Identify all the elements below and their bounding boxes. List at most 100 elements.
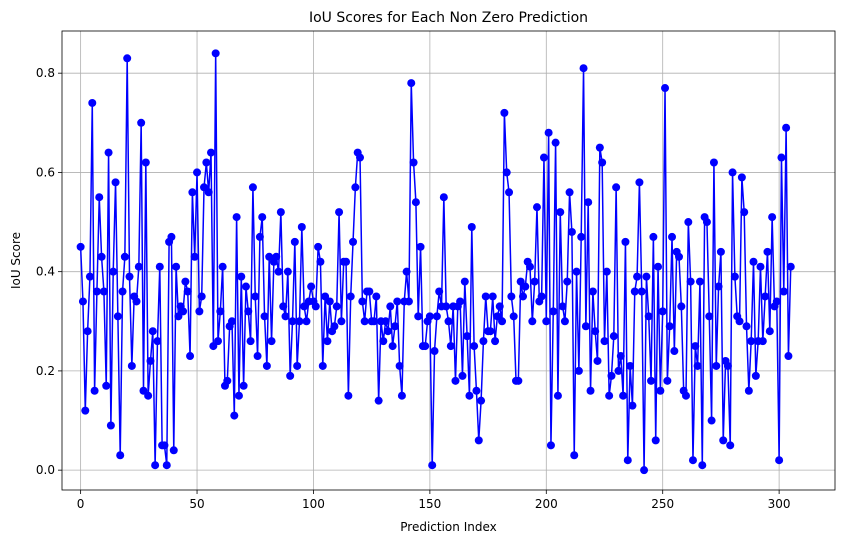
data-point — [104, 148, 113, 157]
data-point — [234, 391, 243, 400]
data-point — [267, 337, 276, 346]
data-point — [509, 312, 518, 321]
data-point — [239, 381, 248, 390]
data-point — [584, 198, 593, 207]
data-point — [332, 302, 341, 311]
data-point — [609, 332, 618, 341]
data-point — [607, 371, 616, 380]
data-point — [88, 98, 97, 107]
data-point — [744, 386, 753, 395]
y-gridlines — [62, 72, 835, 471]
data-point — [404, 297, 413, 306]
y-axis-ticks: 0.0 0.2 0.4 0.6 0.8 — [36, 66, 62, 477]
data-point — [393, 297, 402, 306]
data-point — [637, 287, 646, 296]
data-point — [451, 376, 460, 385]
data-point — [349, 237, 358, 246]
data-point — [414, 312, 423, 321]
data-point — [602, 267, 611, 276]
data-point — [137, 118, 146, 127]
data-point — [402, 267, 411, 276]
data-point — [195, 307, 204, 316]
data-point — [474, 436, 483, 445]
data-point — [549, 307, 558, 316]
plot-area — [62, 31, 835, 490]
data-point — [76, 242, 85, 251]
data-point — [197, 292, 206, 301]
data-point — [123, 54, 132, 63]
series-line — [79, 52, 792, 471]
data-point — [586, 386, 595, 395]
data-point — [272, 252, 281, 261]
data-point — [677, 302, 686, 311]
x-tick-label: 50 — [189, 497, 204, 511]
data-point — [681, 391, 690, 400]
data-point — [216, 307, 225, 316]
data-point — [223, 376, 232, 385]
data-point — [374, 396, 383, 405]
data-point — [688, 456, 697, 465]
data-point — [491, 337, 500, 346]
data-point — [132, 297, 141, 306]
data-point — [572, 267, 581, 276]
data-point — [619, 391, 628, 400]
data-point — [612, 183, 621, 192]
data-point — [202, 158, 211, 167]
data-point — [262, 361, 271, 370]
data-point — [246, 337, 255, 346]
data-point — [99, 287, 108, 296]
data-point — [519, 292, 528, 301]
data-point — [365, 287, 374, 296]
data-point — [730, 272, 739, 281]
data-point — [651, 436, 660, 445]
data-point — [204, 188, 213, 197]
data-point — [369, 317, 378, 326]
data-point — [544, 128, 553, 137]
data-point — [230, 411, 239, 420]
data-point — [574, 366, 583, 375]
data-point — [640, 466, 649, 475]
data-point — [442, 302, 451, 311]
data-point — [153, 337, 162, 346]
data-point — [714, 282, 723, 291]
data-point — [134, 262, 143, 271]
data-point — [521, 282, 530, 291]
data-point — [463, 332, 472, 341]
data-point — [344, 391, 353, 400]
data-point — [446, 342, 455, 351]
data-point — [656, 386, 665, 395]
data-point — [668, 232, 677, 241]
data-point — [633, 272, 642, 281]
data-point — [97, 252, 106, 261]
data-point — [698, 461, 707, 470]
data-point — [218, 262, 227, 271]
data-point — [644, 312, 653, 321]
data-point — [686, 277, 695, 286]
x-tick-label: 300 — [768, 497, 791, 511]
data-point — [211, 49, 220, 58]
data-point — [255, 232, 264, 241]
data-point — [162, 461, 171, 470]
data-point — [193, 168, 202, 177]
data-point — [567, 227, 576, 236]
data-point — [693, 361, 702, 370]
data-point — [325, 297, 334, 306]
data-point — [351, 183, 360, 192]
data-point — [614, 366, 623, 375]
data-point — [486, 327, 495, 336]
data-point — [702, 218, 711, 227]
y-tick-label: 0.6 — [36, 165, 55, 179]
data-point — [726, 441, 735, 450]
data-point — [763, 247, 772, 256]
data-point — [658, 307, 667, 316]
data-point — [621, 237, 630, 246]
data-point — [556, 208, 565, 217]
data-point — [605, 391, 614, 400]
data-point — [481, 292, 490, 301]
data-point — [151, 461, 160, 470]
y-tick-label: 0.4 — [36, 265, 55, 279]
data-point — [430, 347, 439, 356]
data-point — [784, 352, 793, 361]
data-point — [388, 342, 397, 351]
